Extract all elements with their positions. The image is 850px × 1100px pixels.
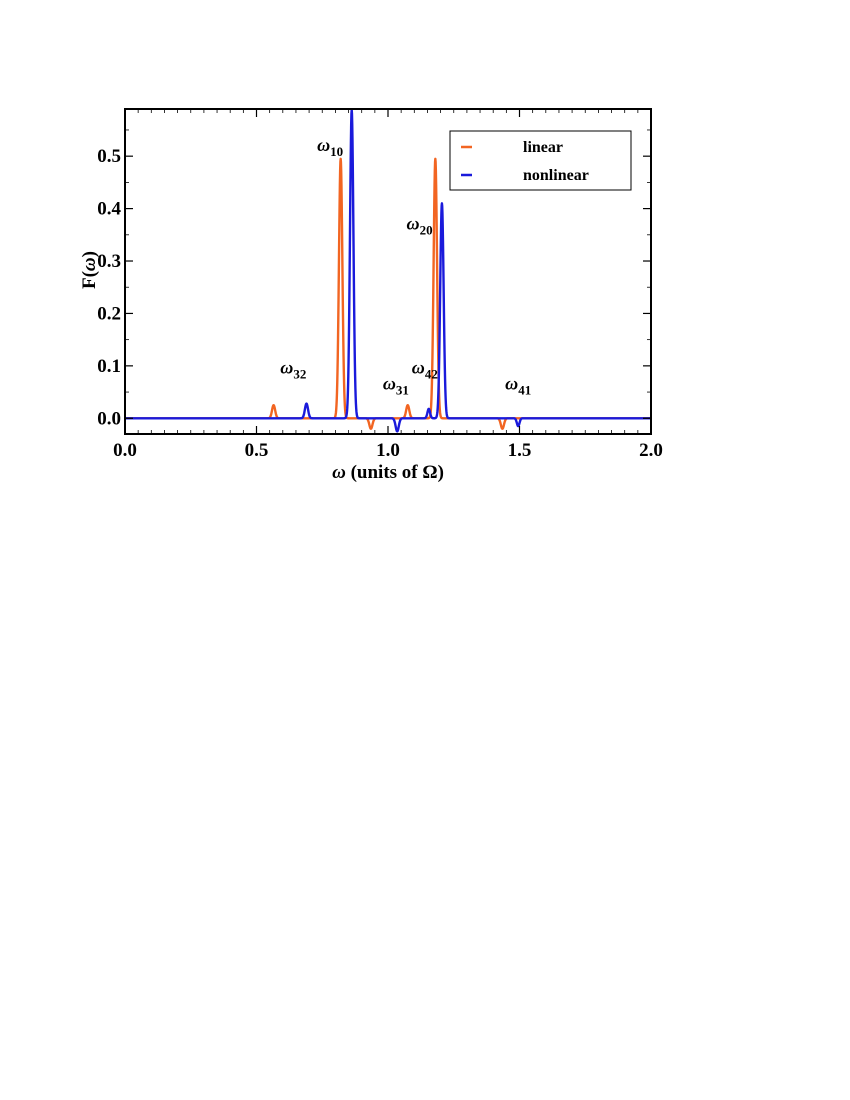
peak-label-41: ω41 bbox=[505, 373, 531, 397]
peak-label-31: ω31 bbox=[383, 373, 409, 397]
y-tick-label: 0.5 bbox=[97, 146, 121, 167]
peak-label-10: ω10 bbox=[317, 135, 343, 159]
plot-lines bbox=[124, 108, 652, 433]
y-tick-label: 0.4 bbox=[97, 199, 121, 220]
x-tick-label: 1.0 bbox=[376, 440, 400, 461]
x-tick-label: 0.0 bbox=[113, 440, 137, 461]
peak-label-32: ω32 bbox=[280, 358, 306, 382]
x-tick-label: 0.5 bbox=[245, 440, 269, 461]
x-axis-label: ω (units of Ω) bbox=[332, 462, 444, 483]
x-tick-label: 1.5 bbox=[508, 440, 532, 461]
x-tick-label: 2.0 bbox=[639, 440, 663, 461]
legend-box bbox=[449, 130, 632, 191]
y-tick-label: 0.0 bbox=[97, 408, 121, 429]
series-line-nonlinear bbox=[124, 108, 652, 433]
legend-label-linear: linear bbox=[523, 139, 563, 156]
legend-label-nonlinear: nonlinear bbox=[523, 167, 589, 184]
y-tick-label: 0.2 bbox=[97, 303, 121, 324]
y-tick-label: 0.3 bbox=[97, 251, 121, 272]
y-tick-label: 0.1 bbox=[97, 356, 121, 377]
legend: linear nonlinear bbox=[449, 130, 632, 191]
axis-tick-labels: 0.0 0.5 1.0 1.5 2.0 0.0 0.1 0.2 0.3 0.4 0.5 bbox=[97, 146, 663, 461]
axis-ticks bbox=[124, 109, 652, 434]
peak-label-42: ω42 bbox=[412, 358, 438, 382]
peak-label-20: ω20 bbox=[407, 214, 433, 238]
y-axis-label: F(ω) bbox=[79, 251, 100, 289]
